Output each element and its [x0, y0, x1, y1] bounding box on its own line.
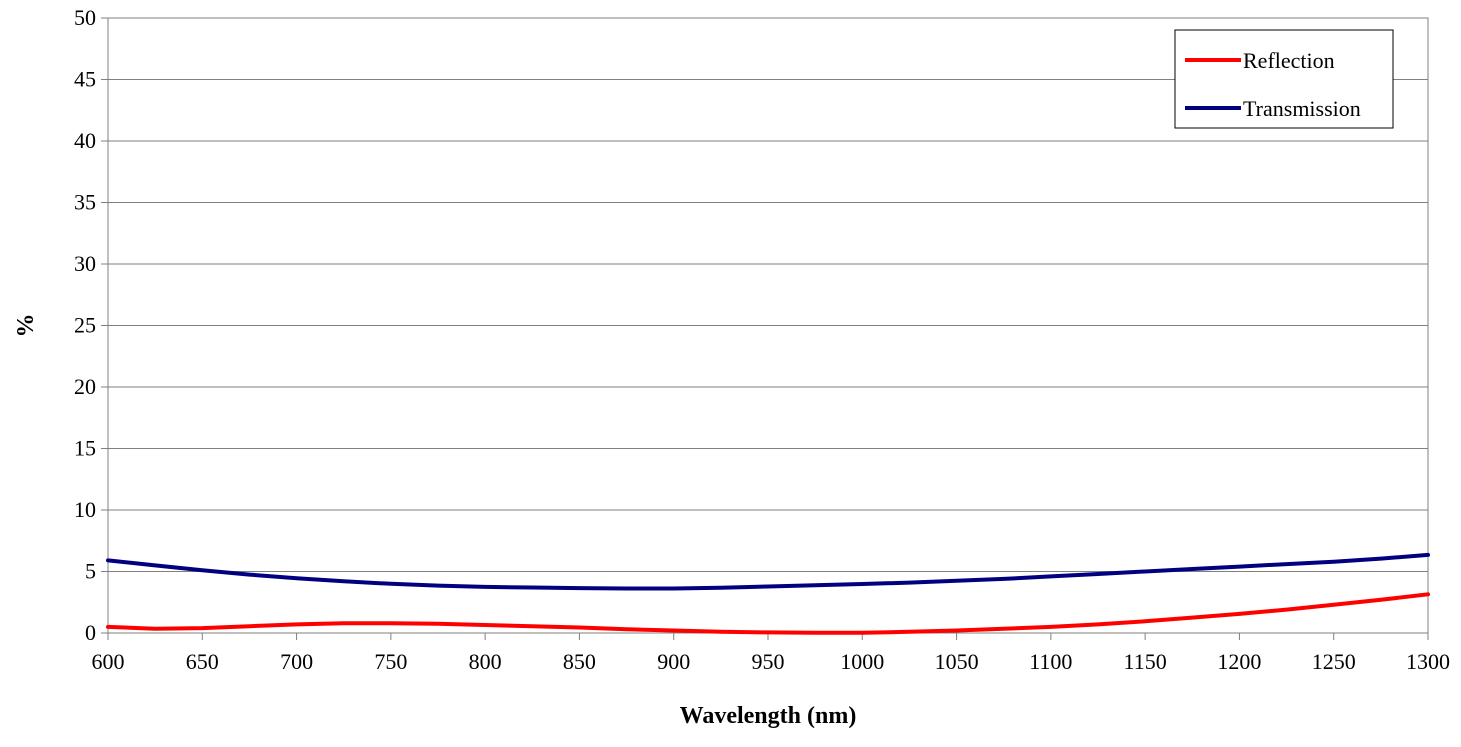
y-tick-label: 15 [74, 436, 96, 461]
series-lines [106, 552, 1430, 635]
legend-box [1174, 29, 1394, 129]
y-axis: 0 5 10 15 20 25 30 35 40 45 50 [74, 5, 108, 645]
y-tick-label: 35 [74, 190, 96, 215]
x-tick-label: 1250 [1312, 649, 1356, 674]
x-tick-label: 800 [469, 649, 502, 674]
y-tick-label: 10 [74, 497, 96, 522]
y-tick-label: 45 [74, 67, 96, 92]
x-tick-label: 850 [563, 649, 596, 674]
x-axis-title: Wavelength (nm) [680, 703, 857, 729]
y-tick-label: 5 [85, 559, 96, 584]
legend-label-transmission: Transmission [1243, 96, 1361, 121]
x-tick-label: 750 [374, 649, 407, 674]
series-line-reflection [106, 592, 1430, 635]
series-line-transmission [106, 552, 1430, 591]
y-tick-label: 25 [74, 313, 96, 338]
x-tick-label: 600 [92, 649, 125, 674]
y-tick-label: 50 [74, 5, 96, 30]
y-tick-label: 30 [74, 251, 96, 276]
x-tick-label: 900 [657, 649, 690, 674]
x-tick-label: 1300 [1406, 649, 1450, 674]
x-tick-label: 1100 [1029, 649, 1072, 674]
x-tick-label: 950 [752, 649, 785, 674]
x-tick-label: 1000 [840, 649, 884, 674]
x-tick-label: 1200 [1217, 649, 1261, 674]
y-tick-label: 20 [74, 374, 96, 399]
x-axis: 600 650 700 750 800 850 900 950 1000 1050 1100 1150… [92, 633, 1450, 674]
x-tick-label: 1150 [1124, 649, 1167, 674]
legend-label-reflection: Reflection [1243, 48, 1335, 73]
legend: Reflection Transmission [1174, 29, 1394, 129]
y-tick-label: 40 [74, 128, 96, 153]
x-tick-label: 650 [186, 649, 219, 674]
x-tick-label: 1050 [935, 649, 979, 674]
x-tick-label: 700 [280, 649, 313, 674]
y-axis-title: % [13, 314, 39, 338]
y-tick-label: 0 [85, 620, 96, 645]
